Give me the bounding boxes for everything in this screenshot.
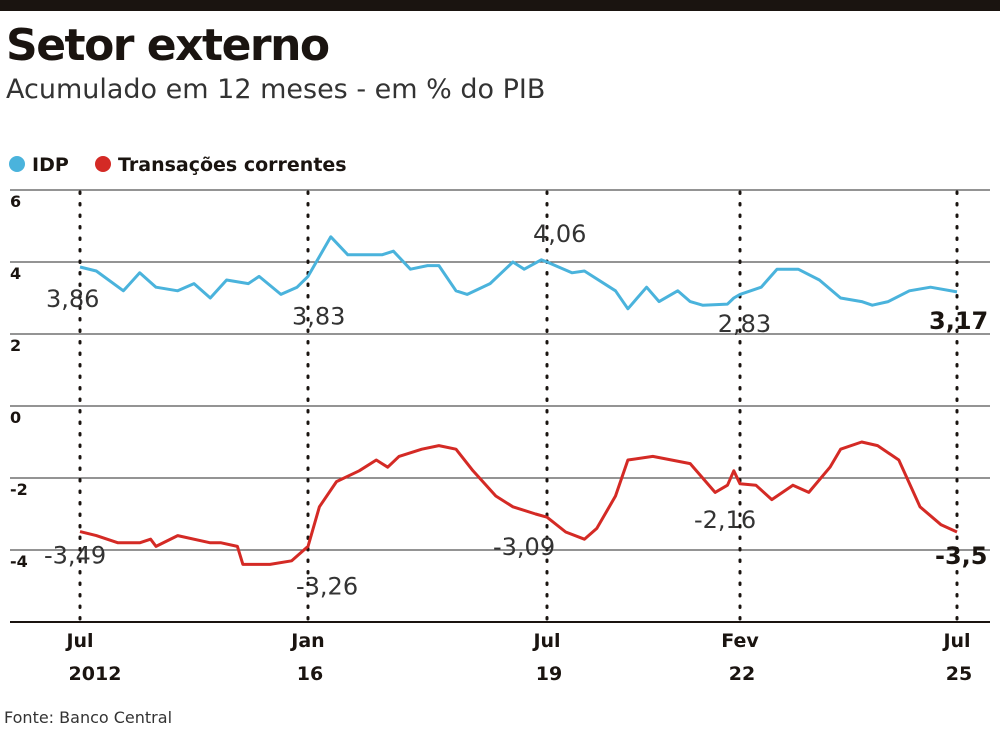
y-axis: 6 4 2 0 -2 -4: [10, 192, 28, 571]
legend-marker-idp: [9, 156, 25, 172]
data-label: 4,06: [533, 220, 586, 248]
x-tick-month: Jan: [289, 630, 324, 652]
data-label: 3,86: [46, 285, 99, 313]
y-tick-label: -4: [10, 552, 28, 571]
legend-label-idp: IDP: [32, 154, 69, 176]
y-tick-label: 4: [10, 264, 21, 283]
chart-subtitle: Acumulado em 12 meses - em % do PIB: [6, 74, 545, 105]
data-label: 3,83: [292, 302, 345, 330]
legend-marker-transacoes: [95, 156, 111, 172]
source-note: Fonte: Banco Central: [4, 708, 172, 727]
data-label: -3,49: [44, 542, 106, 570]
y-tick-label: 6: [10, 192, 21, 211]
x-tick-year: 25: [946, 663, 972, 685]
x-tick-month: Fev: [721, 630, 759, 652]
legend-label-transacoes: Transações correntes: [118, 154, 347, 176]
data-label: -3,26: [296, 572, 358, 600]
annotations: 3,86 3,83 4,06 2,83 3,17 -3,49 -3,26 -3,09 -2,16…: [44, 220, 988, 600]
data-label: -3,5: [935, 542, 987, 570]
series-lines: [79, 235, 958, 566]
gridlines: [10, 189, 990, 623]
x-tick-year: 2012: [69, 663, 122, 685]
data-label: 2,83: [718, 310, 771, 338]
x-tick-month: Jul: [531, 630, 560, 652]
top-bar: [0, 0, 1000, 11]
x-tick-year: 19: [536, 663, 562, 685]
y-tick-label: -2: [10, 480, 28, 499]
legend: IDP Transações correntes: [9, 154, 347, 176]
y-tick-label: 2: [10, 336, 21, 355]
chart-title: Setor externo: [6, 20, 329, 71]
x-tick-month: Jul: [941, 630, 970, 652]
data-label: 3,17: [929, 307, 988, 335]
y-tick-label: 0: [10, 408, 21, 427]
series-line-transacoes-correntes: [79, 440, 958, 566]
series-line-idp: [79, 235, 958, 311]
x-tick-year: 16: [297, 663, 323, 685]
x-tick-month: Jul: [64, 630, 93, 652]
data-label: -3,09: [493, 533, 555, 561]
data-label: -2,16: [694, 506, 756, 534]
x-axis: Jul 2012 Jan 16 Jul 19 Fev 22 Jul 25: [64, 190, 972, 685]
x-tick-year: 22: [729, 663, 755, 685]
